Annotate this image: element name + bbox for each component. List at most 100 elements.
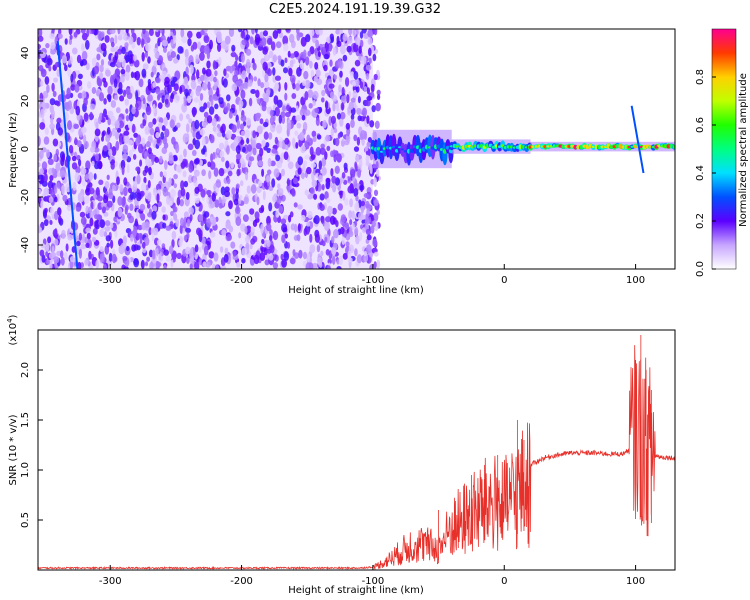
noise-blob	[178, 239, 183, 247]
noise-blob	[312, 262, 318, 269]
noise-blob	[151, 210, 157, 220]
noise-blob	[209, 134, 215, 144]
noise-blob	[296, 122, 302, 129]
noise-blob	[201, 169, 206, 177]
noise-blob	[280, 111, 286, 118]
noise-blob	[83, 134, 87, 144]
noise-blob	[321, 97, 325, 103]
noise-blob	[96, 77, 103, 87]
noise-blob	[152, 118, 157, 125]
noise-blob	[266, 37, 273, 46]
noise-blob	[142, 63, 149, 70]
noise-blob	[162, 222, 167, 229]
noise-blob	[61, 54, 67, 64]
noise-blob	[173, 206, 178, 213]
noise-blob	[318, 256, 322, 263]
noise-blob	[201, 137, 206, 147]
noise-blob	[357, 115, 362, 122]
noise-blob	[109, 29, 116, 35]
noise-blob	[296, 67, 302, 77]
noise-blob	[93, 173, 97, 180]
noise-blob	[241, 70, 247, 80]
noise-blob	[355, 154, 359, 162]
noise-blob	[121, 46, 126, 55]
noise-blob	[92, 228, 98, 235]
noise-blob	[249, 214, 255, 222]
noise-blob	[56, 117, 62, 124]
noise-blob	[188, 164, 194, 173]
noise-blob	[171, 250, 177, 260]
noise-blob	[326, 145, 331, 152]
noise-blob	[200, 188, 206, 198]
noise-blob	[227, 170, 233, 177]
noise-blob	[280, 253, 284, 261]
noise-blob	[235, 183, 240, 189]
noise-blob	[245, 171, 249, 181]
noise-blob	[265, 142, 270, 148]
noise-blob	[126, 92, 133, 100]
noise-blob	[367, 29, 374, 38]
noise-blob	[58, 215, 62, 224]
noise-blob	[340, 214, 347, 223]
noise-blob	[135, 102, 139, 109]
noise-blob	[75, 105, 81, 116]
noise-blob	[57, 127, 63, 136]
noise-blob	[267, 68, 272, 77]
noise-blob	[272, 30, 279, 39]
noise-blob	[39, 122, 46, 130]
noise-blob	[238, 103, 242, 112]
noise-blob	[107, 117, 111, 126]
noise-blob	[88, 250, 92, 260]
noise-blob	[148, 29, 154, 36]
noise-blob	[146, 203, 151, 209]
noise-blob	[255, 112, 262, 119]
noise-blob	[357, 168, 361, 178]
noise-blob	[128, 111, 134, 122]
noise-blob	[304, 79, 311, 89]
noise-blob	[304, 91, 309, 101]
noise-blob	[212, 60, 217, 70]
noise-blob	[52, 90, 57, 98]
noise-blob	[124, 206, 128, 215]
noise-blob	[342, 33, 348, 42]
noise-blob	[45, 251, 49, 257]
noise-blob	[373, 261, 377, 269]
noise-blob	[231, 44, 236, 52]
noise-blob	[340, 44, 346, 55]
noise-blob	[69, 260, 74, 269]
noise-blob	[257, 180, 263, 187]
noise-blob	[259, 147, 264, 157]
noise-blob	[38, 136, 41, 146]
noise-blob	[266, 215, 271, 226]
noise-blob	[326, 36, 331, 44]
noise-blob	[164, 76, 170, 84]
noise-blob	[249, 156, 255, 162]
noise-blob	[99, 219, 106, 229]
noise-blob	[345, 241, 350, 247]
noise-blob	[295, 114, 302, 122]
noise-blob	[310, 154, 316, 161]
noise-blob	[163, 170, 167, 178]
noise-blob	[368, 163, 373, 171]
noise-blob	[350, 97, 356, 103]
noise-blob	[362, 107, 367, 117]
noise-blob	[254, 211, 260, 220]
noise-blob	[108, 252, 113, 262]
noise-blob	[99, 253, 104, 263]
noise-blob	[220, 40, 227, 49]
noise-blob	[93, 147, 100, 153]
noise-blob	[133, 153, 137, 160]
noise-blob	[213, 252, 219, 262]
noise-blob	[104, 35, 110, 43]
noise-blob	[281, 168, 285, 177]
noise-blob	[353, 187, 359, 197]
noise-blob	[300, 214, 306, 222]
noise-blob	[161, 39, 168, 47]
noise-blob	[99, 72, 104, 79]
noise-blob	[120, 68, 126, 75]
noise-blob	[361, 214, 366, 220]
noise-blob	[210, 231, 216, 238]
noise-blob	[243, 196, 249, 205]
noise-blob	[57, 33, 63, 39]
